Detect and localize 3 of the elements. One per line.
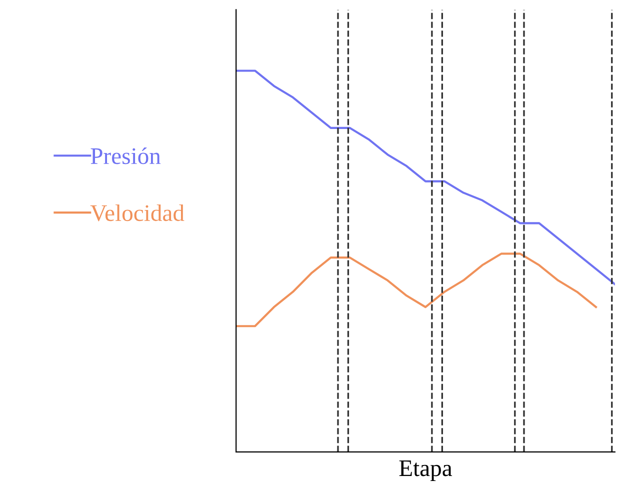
x-axis-title: Etapa [399,460,452,481]
legend-label: Presión [90,147,161,164]
legend-label: Velocidad [90,204,184,222]
